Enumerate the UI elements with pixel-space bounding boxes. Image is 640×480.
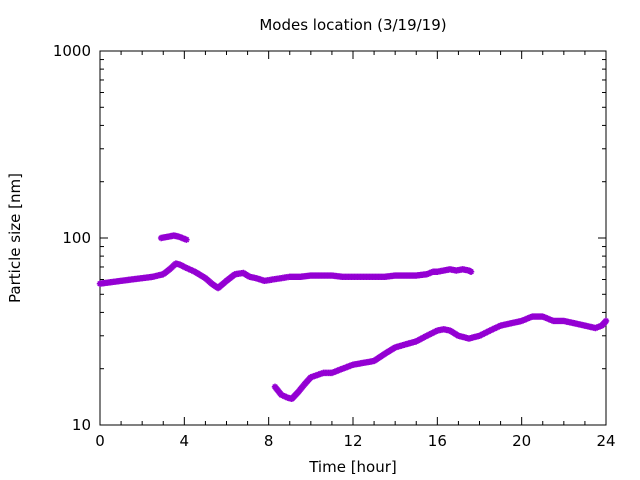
data-point-interp: [422, 271, 429, 278]
data-point-interp: [485, 328, 492, 335]
x-tick-label: 8: [264, 432, 274, 450]
data-point-interp: [190, 267, 197, 275]
data-point-interp: [207, 279, 214, 286]
data-point-interp: [401, 341, 408, 348]
y-axis-label: Particle size [nm]: [6, 173, 24, 303]
data-point-interp: [312, 372, 319, 379]
y-tick-labels: 10 100 1000: [53, 42, 91, 434]
x-tick-label: 4: [180, 432, 190, 450]
data-point-interp: [177, 234, 185, 241]
data-point-interp: [516, 318, 524, 325]
data-point-interp: [245, 272, 252, 280]
data-point-interp: [495, 323, 503, 330]
y-tick-label: 10: [72, 416, 91, 434]
data-point-interp: [601, 318, 609, 326]
x-tick-label: 24: [596, 432, 615, 450]
data-point-interp: [277, 390, 284, 397]
series-2: [157, 232, 190, 243]
data-point-interp: [165, 267, 172, 274]
data-point-interp: [390, 345, 398, 352]
data-point-interp: [230, 271, 237, 279]
x-axis-label: Time [hour]: [308, 458, 397, 476]
data-point-interp: [181, 235, 189, 243]
data-point-interp: [369, 358, 376, 365]
data-point-interp: [255, 275, 263, 283]
data-point-interp: [318, 370, 326, 377]
series-1: [96, 260, 475, 292]
data-point-interp: [300, 382, 307, 389]
data-point-interp: [293, 390, 301, 397]
series-3: [271, 313, 610, 403]
data-point-interp: [464, 267, 471, 274]
data-point-interp: [411, 338, 418, 346]
x-tick-label: 12: [343, 432, 362, 450]
data-point-interp: [175, 261, 182, 268]
data-point-interp: [337, 366, 345, 373]
y-tick-label: 100: [62, 229, 91, 247]
x-tick-label: 20: [512, 432, 531, 450]
data-point-interp: [179, 263, 187, 270]
data-point-interp: [282, 393, 290, 401]
x-tick-label: 16: [428, 432, 447, 450]
data-point-interp: [432, 328, 440, 335]
data-point-interp: [422, 333, 429, 340]
data-point-interp: [200, 274, 208, 281]
data-point-interp: [445, 327, 452, 334]
data-point-interp: [348, 362, 355, 369]
data-point-interp: [474, 332, 482, 340]
axis-ticks: [99, 50, 607, 426]
data-point-interp: [466, 267, 474, 275]
data-point-interp: [267, 276, 275, 283]
series-layer: [96, 232, 610, 403]
data-point-interp: [276, 275, 283, 282]
data-point-interp: [158, 271, 165, 278]
data-point-interp: [453, 331, 461, 339]
x-tick-labels: 0 4 8 12 16 20 24: [95, 432, 615, 450]
x-tick-label: 0: [95, 432, 105, 450]
chart-title: Modes location (3/19/19): [259, 16, 446, 34]
y-tick-label: 1000: [53, 42, 91, 60]
